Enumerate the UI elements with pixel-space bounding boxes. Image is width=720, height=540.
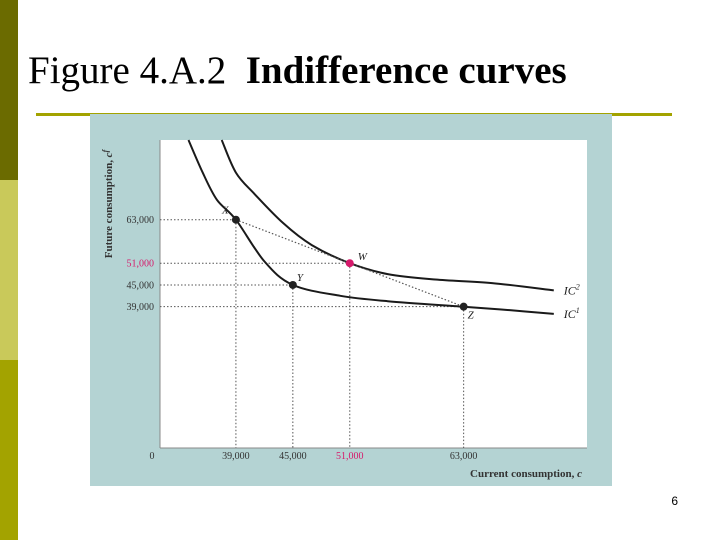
indifference-chart: IC1 IC2 X Y W Z 39,000 45,000 51,000 63,000 63,0… xyxy=(101,139,587,480)
y-axis-label: Future consumption, cf xyxy=(101,148,115,258)
sidebar-stripe-top xyxy=(0,0,18,180)
origin-label: 0 xyxy=(150,451,155,462)
x-tick-label: 45,000 xyxy=(279,451,307,462)
slide-title-number: Figure 4.A.2 xyxy=(28,49,227,92)
segment-x-w xyxy=(235,219,350,264)
point-label-w: W xyxy=(358,251,368,263)
point-z xyxy=(459,302,468,311)
point-label-z: Z xyxy=(468,310,475,322)
sidebar-stripe-bottom xyxy=(0,360,18,540)
curve-label-ic2: IC2 xyxy=(563,282,580,297)
y-tick-label: 45,000 xyxy=(127,280,155,291)
figure-panel: IC1 IC2 X Y W Z 39,000 45,000 51,000 63,000 63,0… xyxy=(90,114,612,486)
point-y xyxy=(288,280,297,289)
page-number: 6 xyxy=(671,494,678,508)
slide-title-name: Indifference curves xyxy=(245,49,567,92)
point-w xyxy=(345,259,354,268)
point-x xyxy=(231,215,240,224)
x-tick-label: 39,000 xyxy=(222,451,250,462)
curve-label-ic1: IC1 xyxy=(563,306,580,321)
x-tick-label: 51,000 xyxy=(336,451,364,462)
y-tick-label: 51,000 xyxy=(127,259,155,270)
y-tick-label: 39,000 xyxy=(127,302,155,313)
point-label-y: Y xyxy=(297,272,305,284)
sidebar-stripe-middle xyxy=(0,180,18,360)
segment-w-z xyxy=(349,262,464,308)
x-axis-label: Current consumption, c xyxy=(470,468,582,480)
x-tick-label: 63,000 xyxy=(450,451,478,462)
y-tick-label: 63,000 xyxy=(127,215,155,226)
slide-title: Figure 4.A.2 Indifference curves xyxy=(28,48,567,93)
curve-ic2 xyxy=(220,139,554,292)
point-label-x: X xyxy=(221,205,230,217)
plot-area xyxy=(160,140,587,448)
